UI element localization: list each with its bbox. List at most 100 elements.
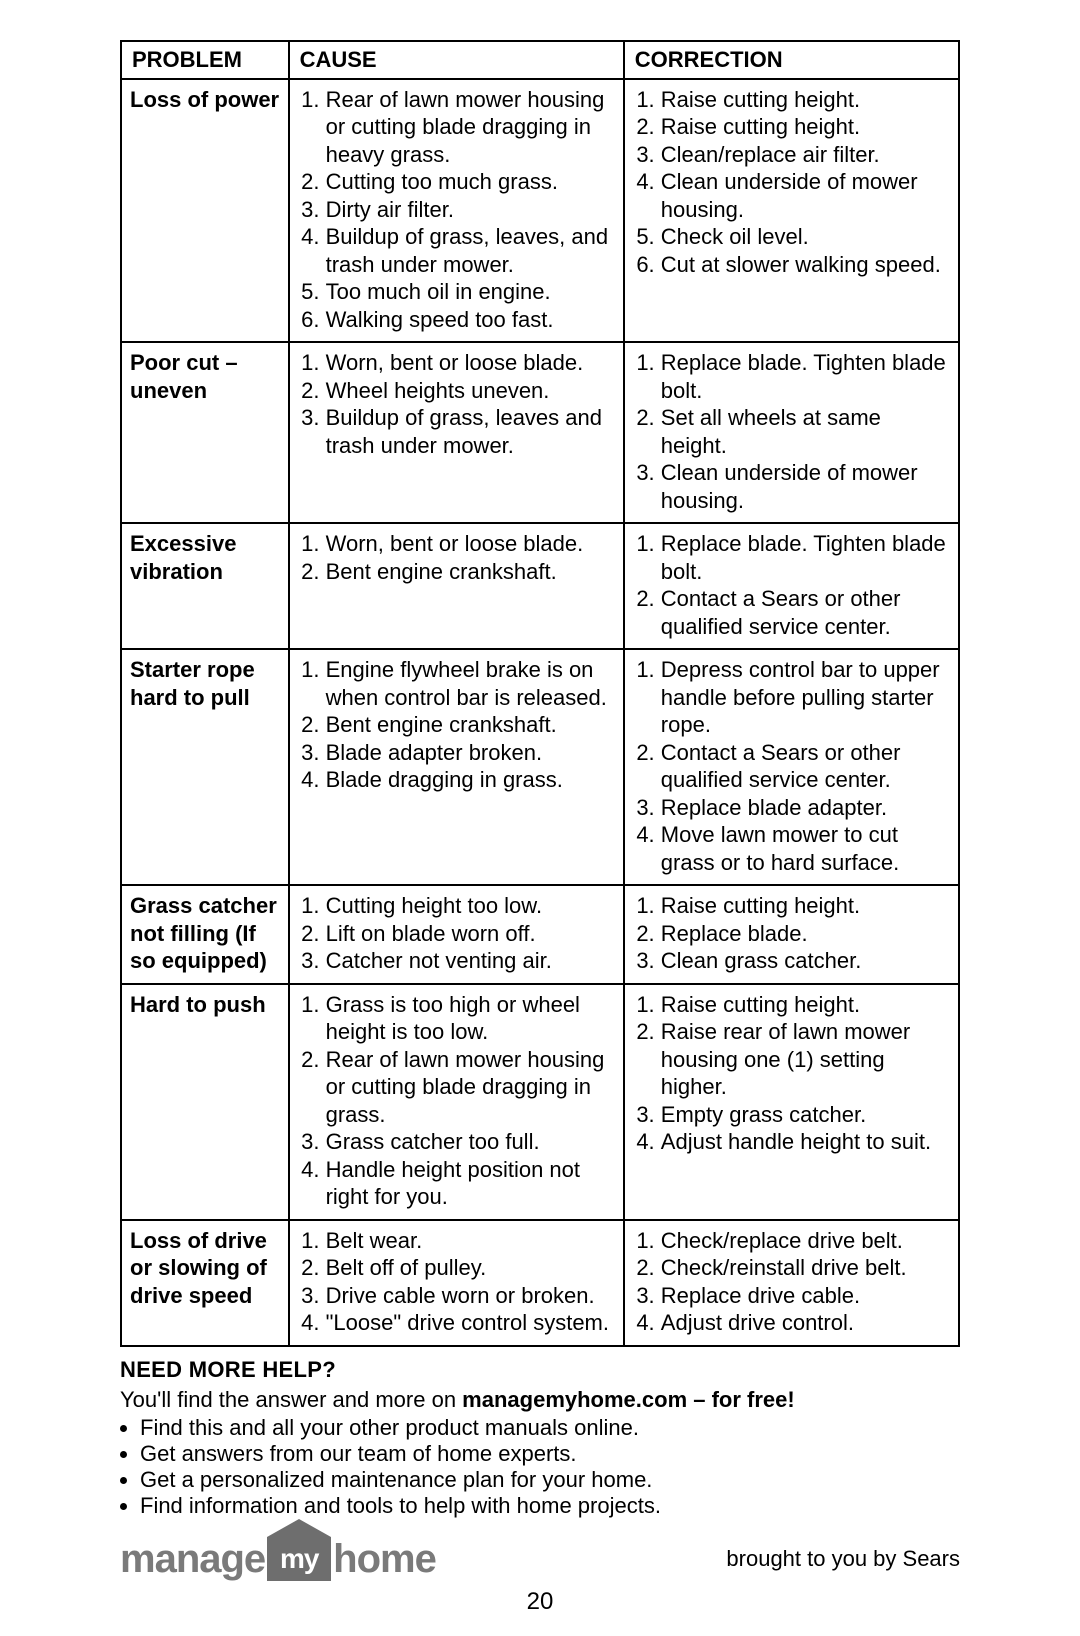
cause-item: Cutting height too low. (326, 892, 615, 920)
cause-cell: Worn, bent or loose blade.Bent engine cr… (289, 523, 624, 649)
correction-item: Check/replace drive belt. (661, 1227, 950, 1255)
correction-item: Replace blade. Tighten blade bolt. (661, 349, 950, 404)
cause-item: Catcher not venting air. (326, 947, 615, 975)
problem-cell: Hard to push (121, 984, 289, 1220)
cause-item: Too much oil in engine. (326, 278, 615, 306)
col-header-cause: CAUSE (289, 41, 624, 79)
col-header-problem: PROBLEM (121, 41, 289, 79)
correction-item: Check oil level. (661, 223, 950, 251)
table-row: Hard to push Grass is too high or wheel h… (121, 984, 959, 1220)
table-row: Grass catcher not filling (If so equippe… (121, 885, 959, 984)
help-intro-prefix: You'll find the answer and more on (120, 1387, 462, 1412)
correction-item: Check/reinstall drive belt. (661, 1254, 950, 1282)
cause-item: Grass catcher too full. (326, 1128, 615, 1156)
cause-item: Belt off of pulley. (326, 1254, 615, 1282)
cause-cell: Grass is too high or wheel height is too… (289, 984, 624, 1220)
problem-cell: Starter rope hard to pull (121, 649, 289, 885)
correction-item: Contact a Sears or other qualified servi… (661, 739, 950, 794)
correction-item: Replace blade adapter. (661, 794, 950, 822)
correction-cell: Raise cutting height.Raise rear of lawn … (624, 984, 959, 1220)
cause-item: Wheel heights uneven. (326, 377, 615, 405)
cause-item: Worn, bent or loose blade. (326, 530, 615, 558)
cause-item: Rear of lawn mower housing or cutting bl… (326, 86, 615, 169)
help-bullet: Get answers from our team of home expert… (140, 1441, 960, 1467)
logo-manage: manage (120, 1537, 265, 1582)
correction-cell: Check/replace drive belt.Check/reinstall… (624, 1220, 959, 1346)
cause-cell: Belt wear.Belt off of pulley.Drive cable… (289, 1220, 624, 1346)
cause-item: Blade adapter broken. (326, 739, 615, 767)
logo-my-text: my (280, 1543, 318, 1575)
correction-item: Empty grass catcher. (661, 1101, 950, 1129)
cause-item: "Loose" drive control system. (326, 1309, 615, 1337)
table-row: Poor cut – unevenWorn, bent or loose bla… (121, 342, 959, 523)
correction-item: Raise cutting height. (661, 113, 950, 141)
table-row: Excessive vibrationWorn, bent or loose b… (121, 523, 959, 649)
problem-cell: Excessive vibration (121, 523, 289, 649)
cause-item: Drive cable worn or broken. (326, 1282, 615, 1310)
help-intro: You'll find the answer and more on manag… (120, 1387, 960, 1413)
correction-item: Clean underside of mower housing. (661, 459, 950, 514)
table-row: Starter rope hard to pull Engine flywheel… (121, 649, 959, 885)
correction-item: Raise cutting height. (661, 991, 950, 1019)
brought-by: brought to you by Sears (726, 1546, 960, 1572)
problem-cell: Loss of drive or slowing of drive speed (121, 1220, 289, 1346)
troubleshooting-table: PROBLEM CAUSE CORRECTION Loss of power Re… (120, 40, 960, 1347)
correction-item: Adjust handle height to suit. (661, 1128, 950, 1156)
page: PROBLEM CAUSE CORRECTION Loss of power Re… (0, 0, 1080, 1636)
help-bullet: Find this and all your other product man… (140, 1415, 960, 1441)
cause-cell: Rear of lawn mower housing or cutting bl… (289, 79, 624, 343)
correction-cell: Replace blade. Tighten blade bolt.Set al… (624, 342, 959, 523)
cause-item: Buildup of grass, leaves and trash under… (326, 404, 615, 459)
correction-cell: Replace blade. Tighten blade bolt.Contac… (624, 523, 959, 649)
correction-item: Replace blade. (661, 920, 950, 948)
cause-item: Grass is too high or wheel height is too… (326, 991, 615, 1046)
correction-item: Raise cutting height. (661, 892, 950, 920)
correction-item: Cut at slower walking speed. (661, 251, 950, 279)
cause-item: Lift on blade worn off. (326, 920, 615, 948)
cause-item: Belt wear. (326, 1227, 615, 1255)
footer-row: manage my home brought to you by Sears (120, 1537, 960, 1582)
cause-item: Bent engine crankshaft. (326, 711, 615, 739)
cause-item: Bent engine crankshaft. (326, 558, 615, 586)
cause-item: Handle height position not right for you… (326, 1156, 615, 1211)
help-bullets: Find this and all your other product man… (120, 1415, 960, 1519)
logo-my-badge: my (267, 1537, 331, 1581)
correction-item: Move lawn mower to cut grass or to hard … (661, 821, 950, 876)
table-row: Loss of power Rear of lawn mower housing … (121, 79, 959, 343)
table-body: Loss of power Rear of lawn mower housing … (121, 79, 959, 1346)
col-header-correction: CORRECTION (624, 41, 959, 79)
problem-cell: Grass catcher not filling (If so equippe… (121, 885, 289, 984)
correction-cell: Raise cutting height.Replace blade.Clean… (624, 885, 959, 984)
help-block: NEED MORE HELP? You'll find the answer a… (120, 1357, 960, 1519)
correction-item: Clean grass catcher. (661, 947, 950, 975)
correction-cell: Raise cutting height.Raise cutting heigh… (624, 79, 959, 343)
correction-item: Replace drive cable. (661, 1282, 950, 1310)
correction-item: Contact a Sears or other qualified servi… (661, 585, 950, 640)
cause-item: Engine flywheel brake is on when control… (326, 656, 615, 711)
cause-item: Walking speed too fast. (326, 306, 615, 334)
cause-cell: Engine flywheel brake is on when control… (289, 649, 624, 885)
page-number: 20 (120, 1588, 960, 1616)
correction-item: Adjust drive control. (661, 1309, 950, 1337)
correction-item: Replace blade. Tighten blade bolt. (661, 530, 950, 585)
cause-item: Worn, bent or loose blade. (326, 349, 615, 377)
correction-cell: Depress control bar to upper handle befo… (624, 649, 959, 885)
cause-item: Dirty air filter. (326, 196, 615, 224)
logo-home: home (333, 1537, 436, 1582)
cause-cell: Cutting height too low.Lift on blade wor… (289, 885, 624, 984)
help-heading: NEED MORE HELP? (120, 1357, 960, 1383)
cause-item: Buildup of grass, leaves, and trash unde… (326, 223, 615, 278)
help-bullet: Get a personalized maintenance plan for … (140, 1467, 960, 1493)
logo: manage my home (120, 1537, 436, 1582)
table-header: PROBLEM CAUSE CORRECTION (121, 41, 959, 79)
correction-item: Set all wheels at same height. (661, 404, 950, 459)
correction-item: Clean underside of mower housing. (661, 168, 950, 223)
correction-item: Raise rear of lawn mower housing one (1)… (661, 1018, 950, 1101)
cause-item: Blade dragging in grass. (326, 766, 615, 794)
problem-cell: Loss of power (121, 79, 289, 343)
correction-item: Raise cutting height. (661, 86, 950, 114)
help-bullet: Find information and tools to help with … (140, 1493, 960, 1519)
cause-cell: Worn, bent or loose blade.Wheel heights … (289, 342, 624, 523)
problem-cell: Poor cut – uneven (121, 342, 289, 523)
correction-item: Depress control bar to upper handle befo… (661, 656, 950, 739)
